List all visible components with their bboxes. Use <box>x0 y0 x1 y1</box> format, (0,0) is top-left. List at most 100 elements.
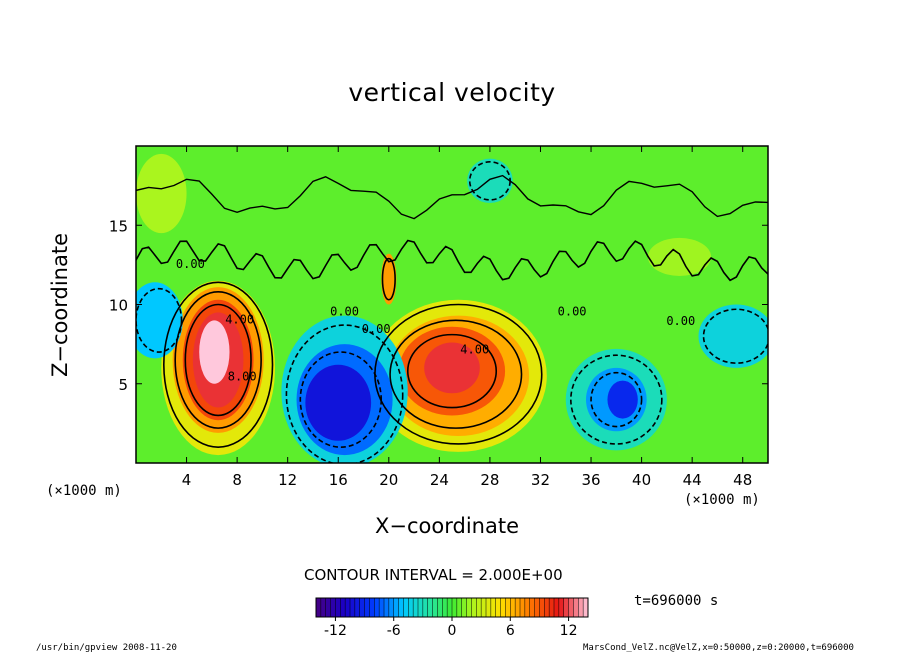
contour-positive <box>184 303 252 417</box>
field-cell <box>698 304 768 368</box>
colorbar-cell <box>403 598 409 617</box>
y-tick-label: 10 <box>109 297 128 315</box>
x-tick-label: 32 <box>531 471 550 489</box>
contour-negative <box>570 354 663 445</box>
y-axis-label: Z−coordinate <box>48 233 72 377</box>
colorbar-cell <box>471 598 477 617</box>
colorbar-cell <box>364 598 370 617</box>
contour-positive <box>174 291 262 429</box>
colorbar-cell <box>500 598 506 617</box>
x-scale-label-left: (×1000 m) <box>46 483 122 499</box>
colorbar-cell <box>583 598 589 617</box>
colorbar-cell <box>573 598 579 617</box>
colorbar-cell <box>325 598 331 617</box>
colorbar-cell <box>345 598 351 617</box>
colorbar-cell <box>388 598 395 617</box>
contour-label: 0.00 <box>176 257 205 271</box>
colorbar-cell <box>442 598 448 617</box>
colorbar-tick-label: 6 <box>506 623 515 639</box>
contour-negative <box>590 371 643 428</box>
contour-negative <box>136 287 183 353</box>
colorbar-cell <box>359 598 365 617</box>
colorbar-cell <box>520 598 526 617</box>
velocity-field <box>136 146 768 463</box>
x-scale-label-right: (×1000 m) <box>684 492 760 508</box>
colorbar-cell <box>563 598 569 617</box>
x-tick-label: 40 <box>632 471 651 489</box>
colorbar-tick-label: 0 <box>448 623 457 639</box>
y-tick-label: 15 <box>109 217 128 235</box>
colorbar-cell <box>418 598 424 617</box>
colorbar-cell <box>330 598 336 617</box>
colorbar-cell <box>534 598 540 617</box>
colorbar-cell <box>452 598 458 617</box>
colorbar-cell <box>437 598 443 617</box>
colorbar-cell <box>384 598 390 617</box>
colorbar: -12 -6 0 6 12 <box>315 597 589 639</box>
x-tick-label: 44 <box>683 471 702 489</box>
contour-positive <box>389 319 523 429</box>
colorbar-cell <box>427 598 433 617</box>
colorbar-cell <box>510 598 516 617</box>
x-tick-label: 36 <box>581 471 600 489</box>
contour-positive <box>163 281 274 448</box>
colorbar-cell <box>350 598 356 617</box>
field-cell <box>305 364 372 441</box>
field-cell <box>136 153 187 234</box>
contour-label: 0.00 <box>362 322 391 336</box>
field-cell <box>199 320 230 384</box>
colorbar-cell <box>490 598 497 617</box>
colorbar-cell <box>505 598 511 617</box>
colorbar-cell <box>544 598 550 617</box>
contour-label: 4.00 <box>225 313 254 327</box>
colorbar-cell <box>393 598 399 617</box>
colorbar-cell <box>374 598 380 617</box>
colorbar-cell <box>456 598 463 617</box>
colorbar-cell <box>486 598 492 617</box>
colorbar-cell <box>398 598 404 617</box>
time-label: t=696000 s <box>634 593 719 609</box>
colorbar-cell <box>413 598 419 617</box>
colorbar-cell <box>515 598 521 617</box>
chart-title: vertical velocity <box>348 78 556 107</box>
colorbar-cell <box>524 598 531 617</box>
contour-negative <box>702 308 768 364</box>
x-tick-label: 16 <box>329 471 348 489</box>
colorbar-cell <box>408 598 414 617</box>
contour-positive <box>381 257 396 301</box>
colorbar-cell <box>379 598 385 617</box>
colorbar-cell <box>476 598 482 617</box>
field-cell <box>136 282 183 359</box>
contour-zero <box>136 239 768 282</box>
contour-interval-text: CONTOUR INTERVAL = 2.000E+00 <box>304 566 563 584</box>
colorbar-cell <box>316 598 322 617</box>
colorbar-cell <box>354 598 361 617</box>
colorbar-cell <box>369 598 375 617</box>
colorbar-cell <box>578 598 584 617</box>
field-cell <box>647 237 712 276</box>
contour-label: 0.00 <box>330 305 359 319</box>
contour-label: 4.00 <box>460 343 489 357</box>
footer-left: /usr/bin/gpview 2008-11-20 <box>36 643 177 653</box>
colorbar-cell <box>539 598 545 617</box>
contour-label: 8.00 <box>228 370 257 384</box>
colorbar-cell <box>335 598 341 617</box>
colorbar-cell <box>481 598 487 617</box>
x-tick-label: 28 <box>480 471 499 489</box>
y-tick-label: 5 <box>118 376 128 394</box>
contour-label: 0.00 <box>666 314 695 328</box>
colorbar-cell <box>422 598 429 617</box>
colorbar-cell <box>447 598 453 617</box>
field-cell <box>467 158 513 204</box>
x-tick-label: 48 <box>733 471 752 489</box>
colorbar-cell <box>432 598 438 617</box>
x-tick-label: 4 <box>182 471 192 489</box>
colorbar-cell <box>529 598 535 617</box>
x-tick-label: 12 <box>278 471 297 489</box>
colorbar-cell <box>320 598 327 617</box>
contour-label: 0.00 <box>558 305 587 319</box>
colorbar-cell <box>558 598 565 617</box>
colorbar-cell <box>461 598 467 617</box>
